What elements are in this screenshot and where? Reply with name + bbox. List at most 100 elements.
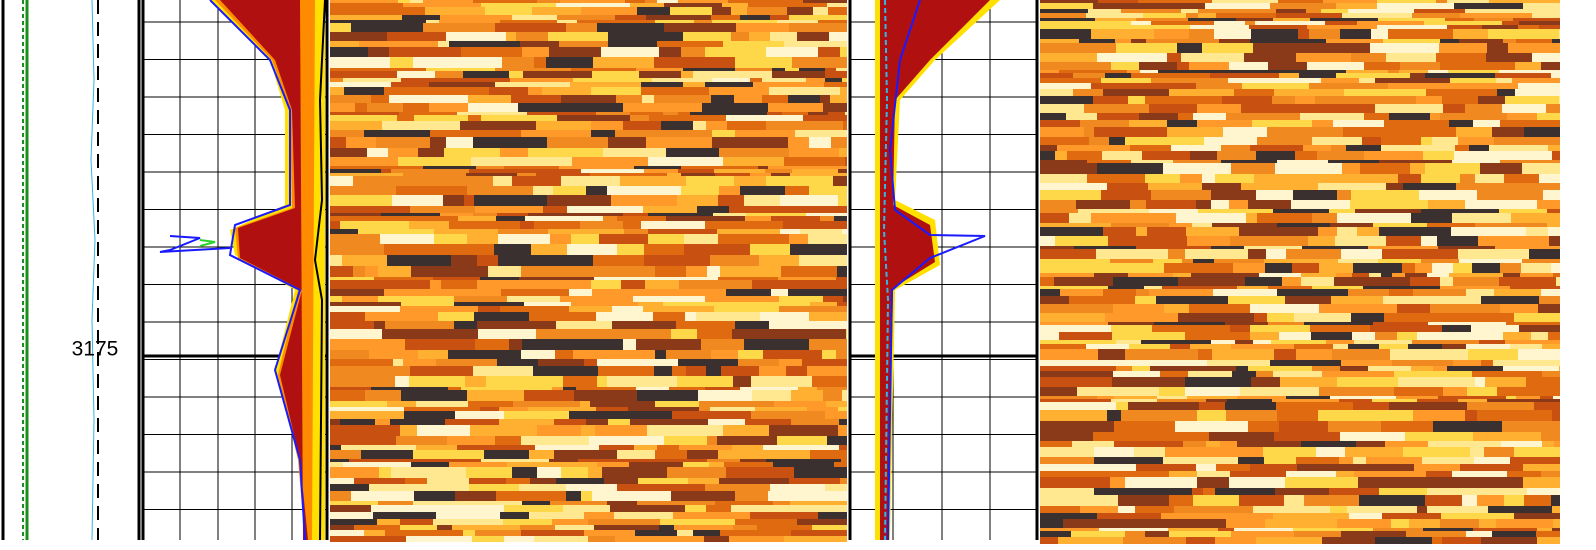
image-cell <box>1391 519 1409 528</box>
image-cell <box>481 115 519 121</box>
image-cell <box>1155 13 1186 18</box>
image-cell <box>829 32 847 41</box>
image-cell <box>410 206 475 213</box>
image-cell <box>330 390 365 401</box>
image-cell <box>461 47 522 57</box>
image-cell <box>1241 183 1318 190</box>
image-cell <box>1500 160 1560 163</box>
image-cell <box>1447 0 1489 3</box>
image-cell <box>1311 332 1352 340</box>
image-cell <box>478 329 536 339</box>
image-cell <box>1248 421 1279 432</box>
image-cell <box>643 306 714 312</box>
image-cell <box>411 462 449 467</box>
image-cell <box>1436 53 1486 62</box>
image-cell <box>706 121 727 130</box>
image-cell <box>762 78 806 82</box>
image-cell <box>591 266 655 277</box>
image-cell <box>374 277 433 280</box>
image-cell <box>1377 3 1454 9</box>
image-cell <box>706 366 721 376</box>
image-cell <box>1497 387 1560 396</box>
image-cell <box>1328 421 1381 432</box>
image-cell <box>827 3 847 7</box>
image-cell <box>1518 83 1560 89</box>
image-cell <box>561 176 620 186</box>
image-cell <box>840 47 847 57</box>
image-cell <box>1072 441 1114 447</box>
image-cell <box>330 296 342 302</box>
image-cell <box>1040 396 1097 399</box>
image-cell <box>1478 96 1505 104</box>
image-cell <box>330 87 344 95</box>
image-cell <box>649 115 726 121</box>
image-cell <box>1459 39 1503 43</box>
image-cell <box>1343 127 1410 137</box>
image-cell <box>654 57 714 68</box>
image-cell <box>429 302 454 306</box>
image-cell <box>460 121 536 130</box>
image-cell <box>1180 174 1202 183</box>
image-cell <box>434 229 498 234</box>
image-cell <box>714 169 765 173</box>
image-cell <box>1504 495 1524 506</box>
image-cell <box>1274 432 1340 441</box>
image-cell <box>1229 200 1248 209</box>
image-cell <box>457 266 488 277</box>
image-cell <box>581 169 644 173</box>
image-cell <box>1040 21 1062 25</box>
image-cell <box>400 306 478 312</box>
image-cell <box>1549 236 1560 246</box>
image-cell <box>655 20 694 23</box>
image-cell <box>1408 344 1442 349</box>
image-cell <box>1353 263 1402 273</box>
image-cell <box>330 277 374 280</box>
image-cell <box>1237 396 1286 399</box>
curve <box>209 0 306 541</box>
image-cell <box>1392 360 1453 366</box>
image-cell <box>1040 488 1094 495</box>
image-cell <box>1106 471 1169 477</box>
image-cell <box>1267 313 1294 322</box>
image-cell <box>1219 39 1250 43</box>
image-cell <box>678 112 690 115</box>
image-cell <box>1153 259 1182 263</box>
image-cell <box>1298 29 1309 39</box>
image-cell <box>1071 531 1085 537</box>
image-cell <box>791 530 847 536</box>
image-cell <box>1136 289 1149 296</box>
image-cell <box>746 213 806 216</box>
image-cell <box>1370 325 1442 332</box>
image-cell <box>1548 332 1560 340</box>
image-cell <box>1411 213 1452 223</box>
image-cell <box>1443 387 1467 396</box>
image-cell <box>1427 488 1491 495</box>
image-cell <box>330 157 398 166</box>
image-cell <box>1477 495 1504 506</box>
image-cell <box>677 376 733 387</box>
image-cell <box>670 7 712 15</box>
image-cell <box>1363 286 1440 289</box>
image-cell <box>1386 183 1403 190</box>
image-cell <box>1539 25 1560 29</box>
image-cell <box>369 484 423 491</box>
image-cell <box>1442 96 1478 104</box>
image-cell <box>437 87 489 95</box>
image-cell <box>549 47 601 57</box>
image-cell <box>1040 183 1107 190</box>
image-cell <box>1386 236 1421 246</box>
image-cell <box>1116 402 1128 410</box>
image-cell <box>1553 396 1560 399</box>
image-cell <box>1405 273 1427 277</box>
image-cell <box>1514 513 1560 519</box>
image-cell <box>1291 200 1350 209</box>
image-cell <box>1427 223 1475 227</box>
image-cell <box>767 112 782 115</box>
image-cell <box>679 445 732 450</box>
image-cell <box>1170 344 1190 349</box>
image-cell <box>473 366 533 376</box>
image-cell <box>1475 174 1504 183</box>
image-cell <box>1516 39 1552 43</box>
image-cell <box>1055 151 1067 160</box>
image-cell <box>1428 441 1501 447</box>
